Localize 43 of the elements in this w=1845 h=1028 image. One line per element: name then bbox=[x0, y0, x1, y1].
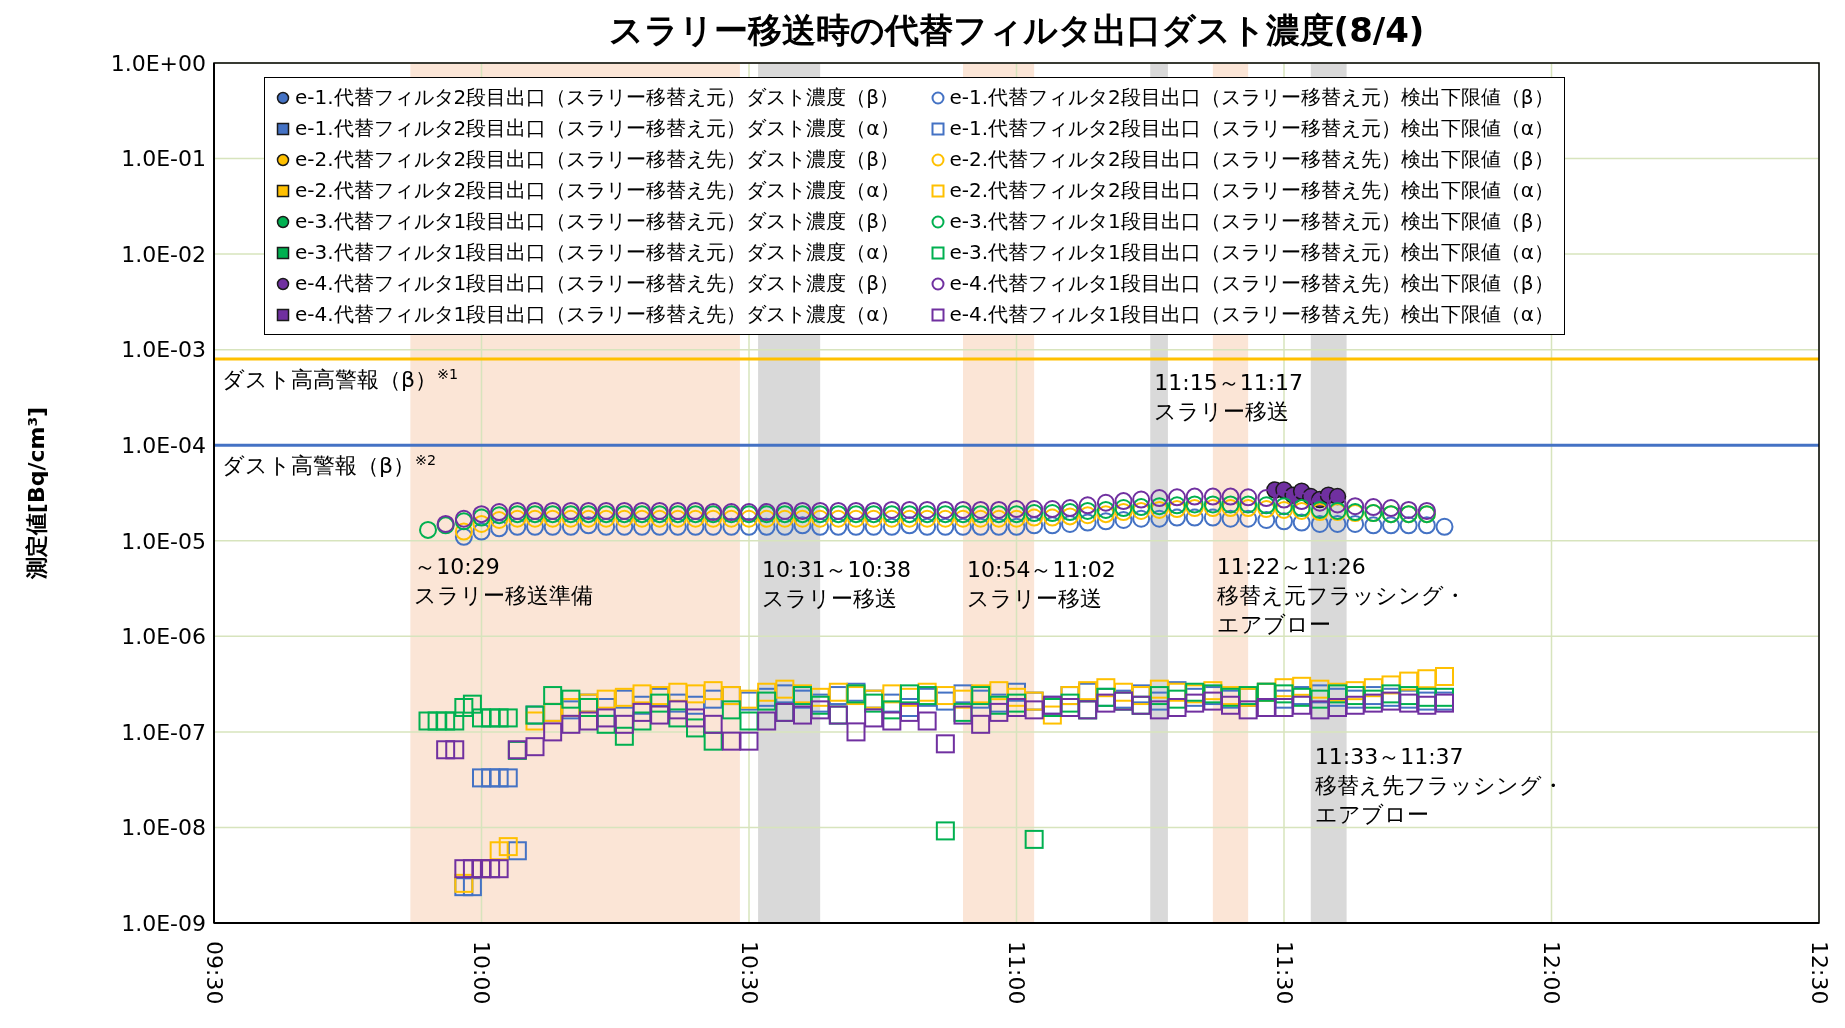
y-tick-label: 1.0E-04 bbox=[121, 433, 206, 459]
band-label: 11:33～11:37 移替え先フラッシング・エアブロー bbox=[1314, 744, 1564, 828]
y-tick-label: 1.0E-09 bbox=[121, 910, 206, 936]
legend-label: e-4.代替フィルタ1段目出口（スラリー移替え先）検出下限値（α） bbox=[949, 301, 1555, 328]
x-tick-label: 12:30 bbox=[1806, 941, 1832, 1005]
y-tick-label: 1.0E-06 bbox=[121, 624, 206, 650]
y-tick-label: 1.0E-02 bbox=[121, 241, 206, 267]
legend-label: e-4.代替フィルタ1段目出口（スラリー移替え先）ダスト濃度（β） bbox=[295, 270, 900, 297]
legend-label: e-2.代替フィルタ2段目出口（スラリー移替え先）ダスト濃度（α） bbox=[295, 177, 900, 204]
legend-label: e-2.代替フィルタ2段目出口（スラリー移替え先）検出下限値（β） bbox=[949, 146, 1554, 173]
legend-label: e-3.代替フィルタ1段目出口（スラリー移替え元）ダスト濃度（α） bbox=[295, 239, 900, 266]
x-tick-label: 11:30 bbox=[1271, 941, 1297, 1005]
legend-label: e-1.代替フィルタ2段目出口（スラリー移替え元）ダスト濃度（α） bbox=[295, 115, 900, 142]
x-tick-label: 10:30 bbox=[736, 941, 762, 1005]
y-tick-label: 1.0E-08 bbox=[121, 815, 206, 841]
y-tick-label: 1.0E+00 bbox=[110, 50, 206, 76]
legend-label: e-3.代替フィルタ1段目出口（スラリー移替え元）ダスト濃度（β） bbox=[295, 208, 900, 235]
band-label: 10:31～10:38 スラリー移送 bbox=[762, 556, 911, 611]
x-tick-label: 10:00 bbox=[469, 941, 494, 1005]
legend-label: e-2.代替フィルタ2段目出口（スラリー移替え先）検出下限値（α） bbox=[949, 177, 1555, 204]
band-label: 10:54～11:02 スラリー移送 bbox=[967, 556, 1116, 611]
x-tick-label: 09:30 bbox=[201, 941, 227, 1005]
legend-label: e-1.代替フィルタ2段目出口（スラリー移替え元）検出下限値（β） bbox=[949, 84, 1554, 111]
legend-label: e-2.代替フィルタ2段目出口（スラリー移替え先）ダスト濃度（β） bbox=[295, 146, 900, 173]
legend-label: e-3.代替フィルタ1段目出口（スラリー移替え元）検出下限値（α） bbox=[949, 239, 1555, 266]
band-label: 11:22～11:26 移替え元フラッシング・エアブロー bbox=[1216, 553, 1466, 637]
y-tick-label: 1.0E-05 bbox=[121, 528, 206, 554]
legend-label: e-3.代替フィルタ1段目出口（スラリー移替え元）検出下限値（β） bbox=[949, 208, 1554, 235]
x-tick-label: 12:00 bbox=[1539, 941, 1564, 1005]
ref-line-label: ダスト高高警報（β）$^{※1}$ bbox=[222, 365, 459, 392]
x-tick-label: 11:00 bbox=[1004, 941, 1029, 1005]
ref-line-label: ダスト高警報（β）$^{※2}$ bbox=[222, 452, 437, 479]
legend-label: e-4.代替フィルタ1段目出口（スラリー移替え先）検出下限値（β） bbox=[949, 270, 1554, 297]
chart-title: スラリー移送時の代替フィルタ出口ダスト濃度(8/4) bbox=[608, 10, 1425, 50]
y-axis-title: 測定値[Bq/cm³] bbox=[23, 406, 49, 581]
legend-label: e-1.代替フィルタ2段目出口（スラリー移替え元）ダスト濃度（β） bbox=[295, 84, 900, 111]
band-label: 11:15～11:17 スラリー移送 bbox=[1154, 370, 1304, 425]
y-tick-label: 1.0E-03 bbox=[121, 337, 206, 363]
legend-label: e-1.代替フィルタ2段目出口（スラリー移替え元）検出下限値（α） bbox=[949, 115, 1555, 142]
legend-label: e-4.代替フィルタ1段目出口（スラリー移替え先）ダスト濃度（α） bbox=[295, 301, 900, 328]
band-label: ～10:29 スラリー移送準備 bbox=[414, 553, 594, 608]
y-tick-label: 1.0E-01 bbox=[121, 146, 206, 172]
y-tick-label: 1.0E-07 bbox=[121, 719, 206, 745]
